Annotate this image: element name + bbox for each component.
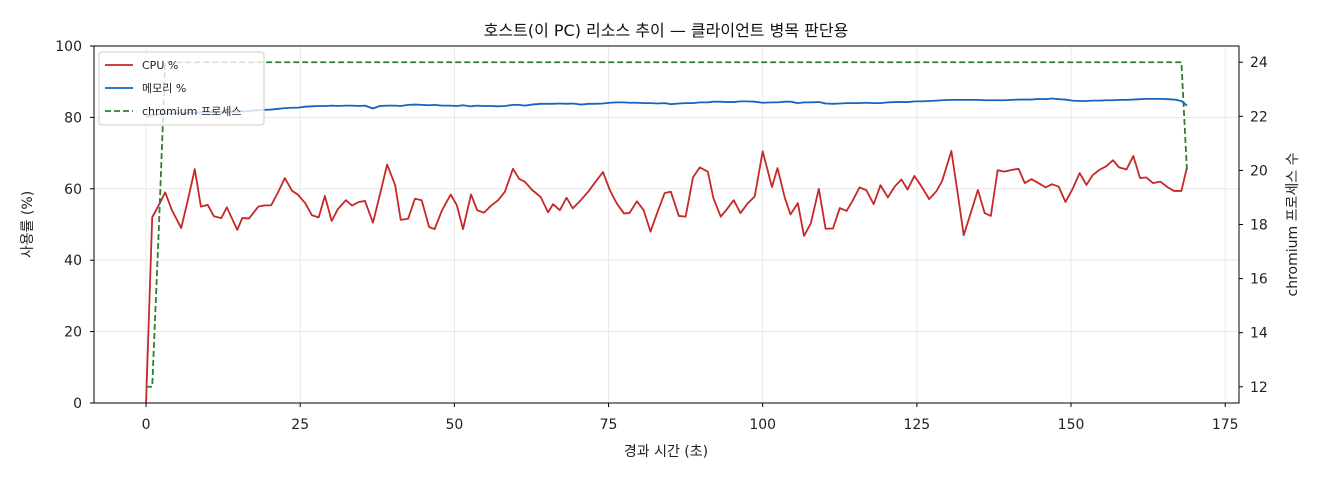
y-tick-label: 0 — [73, 396, 82, 412]
y-tick-label: 20 — [64, 325, 82, 341]
y-axis-label: 사용률 (%) — [20, 191, 36, 258]
legend-label-memory: 메모리 % — [142, 82, 186, 95]
x-axis-ticks: 0 25 50 75 100 125 150 175 — [142, 403, 1239, 433]
y2-axis-ticks: 12 14 16 18 20 22 24 — [1239, 55, 1268, 396]
legend-label-cpu: CPU % — [142, 59, 178, 72]
cpu-series-line — [145, 150, 1188, 404]
y2-tick-label: 14 — [1250, 326, 1268, 342]
series-lines — [145, 61, 1188, 404]
legend-label-chromium: chromium 프로세스 — [142, 105, 241, 118]
y2-tick-label: 22 — [1250, 109, 1268, 125]
x-tick-label: 25 — [291, 417, 309, 433]
y2-tick-label: 20 — [1250, 163, 1268, 179]
legend: CPU % 메모리 % chromium 프로세스 — [98, 51, 265, 126]
y2-axis-label: chromium 프로세스 수 — [1285, 152, 1301, 296]
y2-tick-label: 12 — [1250, 380, 1268, 396]
x-tick-label: 125 — [903, 417, 930, 433]
x-tick-label: 100 — [749, 417, 776, 433]
legend-box — [98, 51, 265, 126]
x-tick-label: 0 — [142, 417, 151, 433]
x-tick-label: 150 — [1058, 417, 1085, 433]
chart-title: 호스트(이 PC) 리소스 추이 — 클라이언트 병목 판단용 — [484, 21, 849, 40]
chromium-process-series-line — [146, 61, 1188, 388]
y-tick-label: 80 — [64, 110, 82, 126]
x-tick-label: 50 — [445, 417, 463, 433]
x-tick-label: 75 — [600, 417, 618, 433]
y-tick-label: 100 — [55, 39, 82, 55]
y2-tick-label: 24 — [1250, 55, 1268, 71]
y2-tick-label: 18 — [1250, 218, 1268, 234]
memory-series-line — [145, 97, 1188, 118]
y2-tick-label: 16 — [1250, 272, 1268, 288]
y-axis-ticks: 0 20 40 60 80 100 — [55, 39, 94, 412]
y-tick-label: 60 — [64, 182, 82, 198]
x-tick-label: 175 — [1212, 417, 1239, 433]
y-tick-label: 40 — [64, 253, 82, 269]
x-axis-label: 경과 시간 (초) — [624, 444, 708, 460]
